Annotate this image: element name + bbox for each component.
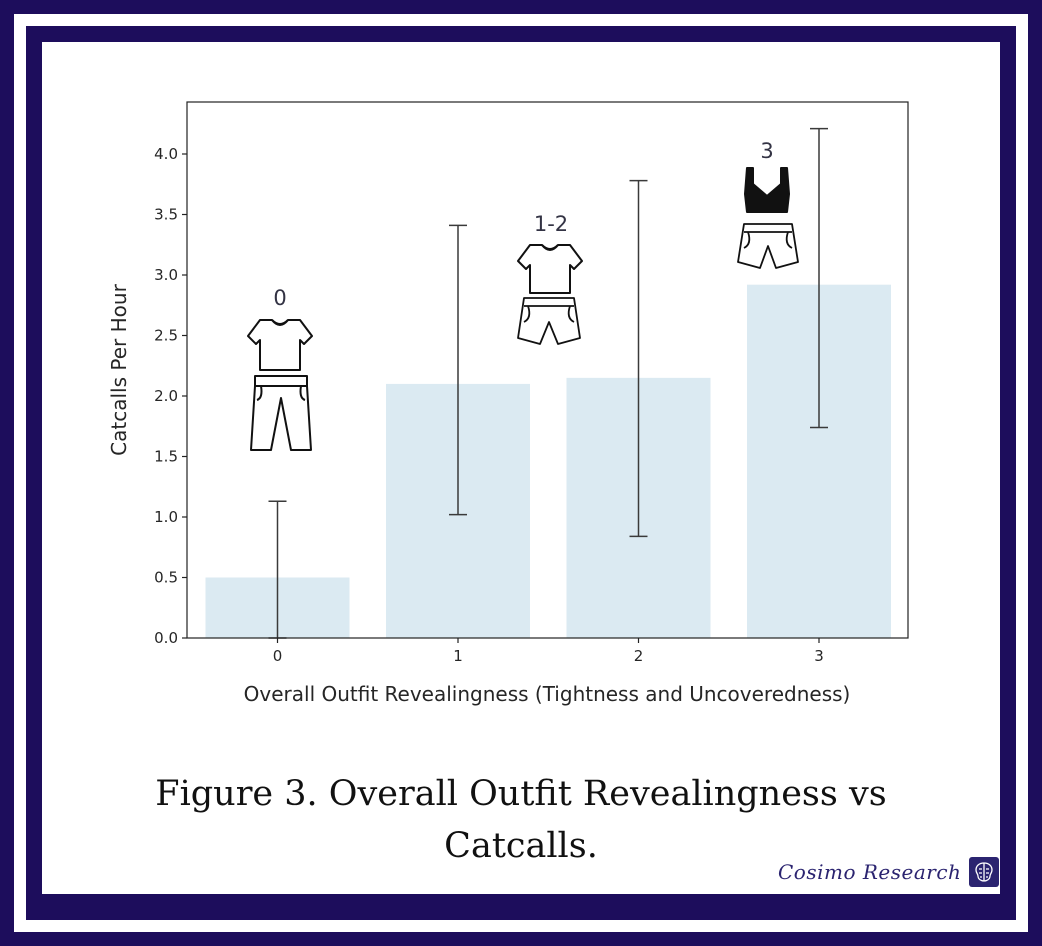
y-tick-label: 3.5 <box>154 206 178 224</box>
error-bar-2 <box>629 179 648 538</box>
shorts-icon <box>517 297 581 345</box>
figure-caption: Figure 3. Overall Outfit Revealingness v… <box>0 768 1042 872</box>
t-shirt-icon <box>517 244 583 294</box>
y-tick-label: 3.0 <box>154 266 178 284</box>
y-tick-label: 1.5 <box>154 448 178 466</box>
axes-frame <box>186 101 909 639</box>
y-tick-label: 1.0 <box>154 508 178 526</box>
error-bar-1 <box>449 224 467 516</box>
x-tick-label: 1 <box>453 647 463 665</box>
error-bars-layer <box>268 127 828 639</box>
shorts-icon <box>737 223 799 269</box>
brain-logo-icon <box>969 857 1000 887</box>
x-tick-label: 3 <box>814 647 824 665</box>
y-tick-label: 0.5 <box>154 569 178 587</box>
x-tick-label: 0 <box>273 647 283 665</box>
brand-name: Cosimo Research <box>778 860 962 884</box>
y-tick-label: 0.0 <box>154 629 178 647</box>
y-axis-label: Catcalls Per Hour <box>107 283 131 455</box>
y-tick-label: 4.0 <box>154 145 178 163</box>
annotation-label-0: 0 <box>273 286 286 310</box>
crop-top-icon <box>744 167 790 213</box>
x-axis-ticks: 0 1 2 3 <box>273 638 824 665</box>
caption-line-1: Figure 3. Overall Outfit Revealingness v… <box>155 774 887 814</box>
x-axis-label: Overall Outfit Revealingness (Tightness … <box>244 682 851 706</box>
caption-line-2: Catcalls. <box>444 826 598 866</box>
x-tick-label: 2 <box>634 647 644 665</box>
annotation-label-3: 3 <box>760 139 773 163</box>
y-axis-ticks: 0.0 0.5 1.0 1.5 2.0 2.5 3.0 3.5 4.0 <box>154 145 187 647</box>
annotation-label-1-2: 1-2 <box>534 212 568 236</box>
pants-icon <box>250 375 312 451</box>
y-tick-label: 2.0 <box>154 387 178 405</box>
y-tick-label: 2.5 <box>154 327 178 345</box>
error-bar-3 <box>810 127 828 429</box>
t-shirt-icon <box>247 319 313 371</box>
brand-signature: Cosimo Research <box>778 856 1000 888</box>
